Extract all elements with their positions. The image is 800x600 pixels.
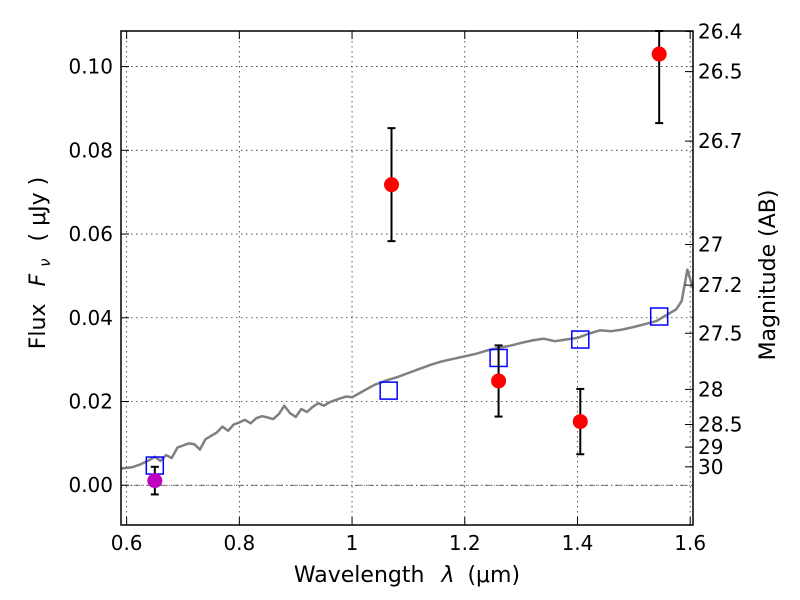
observed-point: [491, 373, 507, 389]
model-point: [571, 330, 590, 349]
observed-point: [147, 473, 163, 489]
model-point: [649, 307, 669, 326]
x-axis-label: Wavelength λ (μm): [294, 563, 520, 588]
right-tick-label: 27.2: [698, 273, 743, 297]
observed-point: [651, 46, 667, 62]
y-tick-label: 0.08: [68, 138, 113, 162]
right-axis-label: Magnitude (AB): [756, 190, 781, 361]
x-tick-label: 0.8: [223, 531, 255, 555]
observed-point: [384, 177, 400, 193]
right-tick-label: 26.4: [698, 19, 743, 43]
right-tick-label: 26.7: [698, 129, 743, 153]
model-spectrum: [120, 268, 695, 470]
x-tick-label: 1.2: [449, 531, 481, 555]
y-tick-label: 0.02: [68, 390, 113, 414]
y-tick-label: 0.06: [68, 222, 113, 246]
right-tick-label: 27.5: [698, 321, 743, 345]
axis-ticks: 0.6 0.8 1 1.2 1.4 1.6 0.00 0.02 0.04 0.06 0.08 0.10…: [68, 19, 742, 555]
x-tick-label: 1: [346, 531, 359, 555]
y-tick-label: 0.10: [68, 55, 113, 79]
x-tick-label: 0.6: [111, 531, 143, 555]
right-tick-label: 29: [698, 435, 723, 459]
right-tick-label: 28.5: [698, 413, 743, 437]
right-tick-label: 30: [698, 455, 723, 479]
right-tick-label: 28: [698, 377, 723, 401]
x-tick-label: 1.6: [674, 531, 706, 555]
spectrum-line: [120, 268, 695, 470]
model-point: [379, 381, 398, 400]
observed-point: [572, 414, 588, 430]
y-tick-label: 0.00: [68, 473, 113, 497]
x-tick-label: 1.4: [562, 531, 594, 555]
y-tick-label: 0.04: [68, 306, 113, 330]
right-tick-label: 26.5: [698, 60, 743, 84]
y-axis-label: Flux F ν ( μJy ): [26, 177, 56, 349]
plot-frame: [120, 30, 694, 526]
model-photometry-points: [145, 307, 669, 475]
grid: [121, 31, 693, 525]
observed-photometry-points: [147, 30, 667, 496]
right-tick-label: 27: [698, 233, 723, 257]
